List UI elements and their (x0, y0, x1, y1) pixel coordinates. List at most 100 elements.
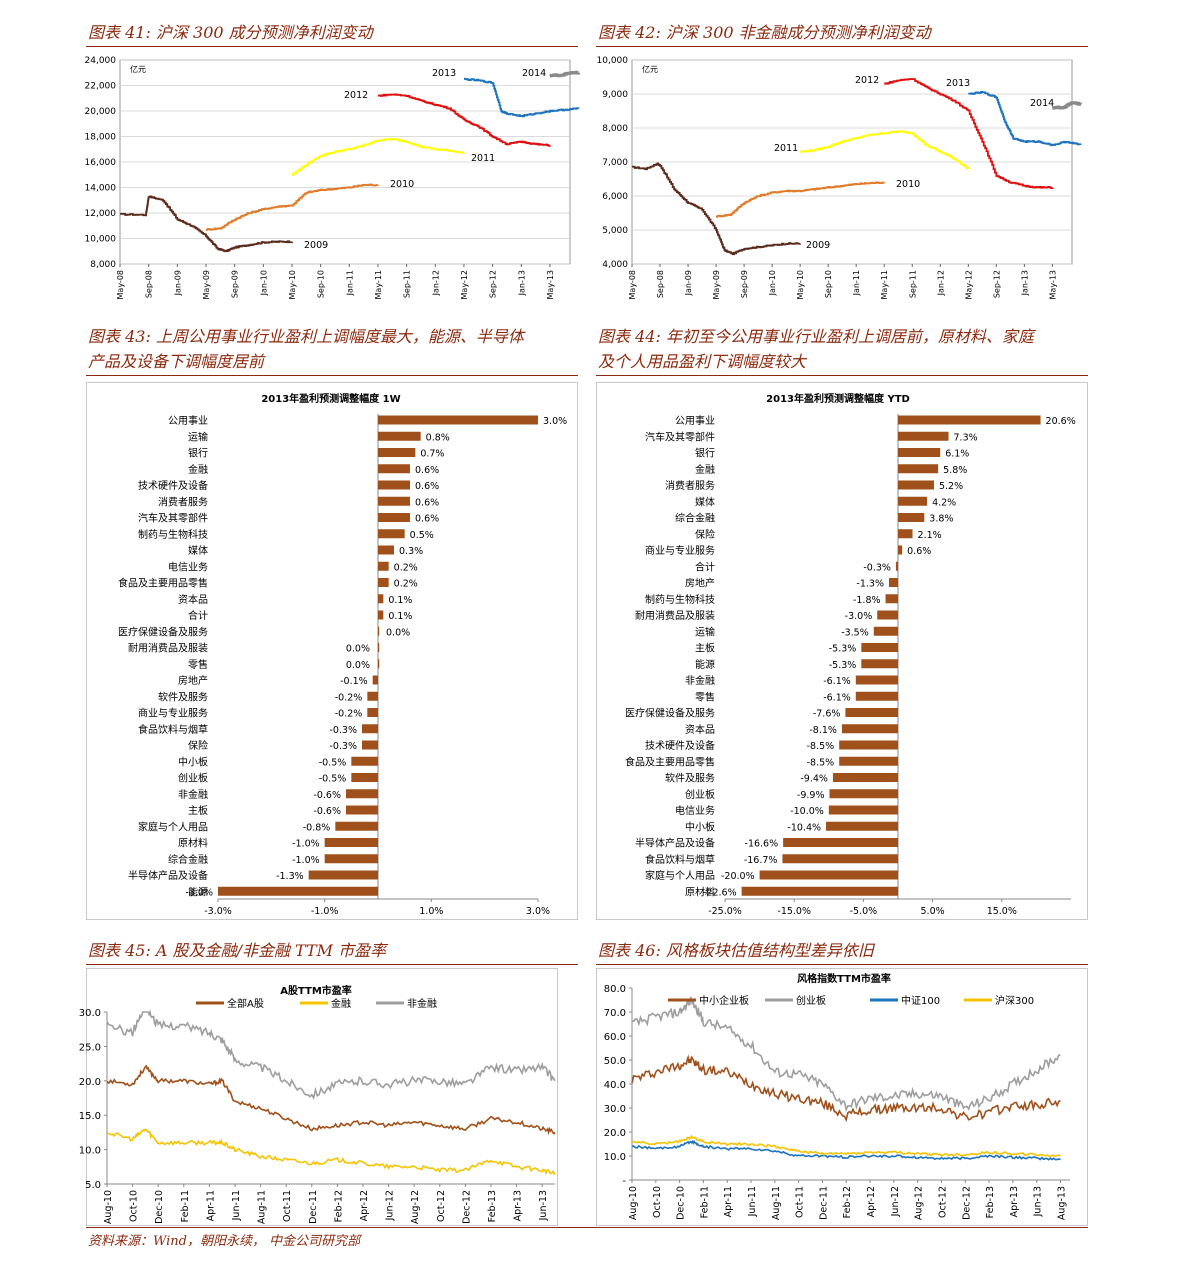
c43-bar (378, 626, 380, 636)
c41-ytick-label: 10,000 (85, 235, 117, 245)
c44-value-label: -10.4% (787, 822, 821, 833)
c45-xtick-label: Aug-12 (410, 1190, 421, 1224)
c46-xtick-label: Dec-11 (818, 1186, 829, 1220)
c41-ytick-label: 12,000 (85, 209, 117, 219)
c42-series-label: 2009 (806, 240, 830, 251)
c46-xtick-label: Aug-13 (1056, 1186, 1067, 1220)
c44-bar (861, 659, 898, 669)
c45-legend-label: 非金融 (407, 997, 437, 1010)
c44-value-label: -5.3% (829, 644, 857, 655)
title-43-line2: 产品及设备下调幅度居前 (88, 352, 265, 371)
c44-value-label: 7.3% (954, 432, 978, 443)
c43-bar (378, 496, 410, 506)
c46-series-0 (631, 1054, 1061, 1123)
c42-xtick-label: Sep-10 (824, 270, 833, 298)
c46-xtick-label: Aug-10 (628, 1186, 639, 1220)
c44-category-label: 电信业务 (675, 804, 715, 817)
c44-bar (759, 870, 898, 880)
c43-category-label: 电信业务 (168, 560, 208, 573)
c44-category-label: 房地产 (685, 577, 715, 590)
c43-category-label: 综合金融 (168, 853, 208, 866)
c44-bar (885, 594, 898, 604)
c41-series-2009 (120, 195, 293, 253)
c43-value-label: 0.0% (346, 644, 370, 655)
c44-bar (877, 610, 898, 620)
c42-xtick-label: Jan-12 (936, 270, 945, 296)
c44-bar (829, 789, 898, 799)
c43-category-label: 原材料 (178, 837, 208, 850)
c46-legend-label: 创业板 (796, 994, 826, 1007)
c43-value-label: -0.3% (329, 725, 357, 736)
c41-xtick-label: Sep-10 (317, 270, 326, 298)
c45-xtick-label: Jun-11 (231, 1190, 242, 1221)
frame-46 (596, 968, 1088, 1226)
c45-xtick-label: Oct-12 (436, 1190, 447, 1222)
c43-value-label: 3.0% (543, 416, 567, 427)
c42-ytick-label: 9,000 (602, 90, 628, 100)
c43-category-label: 零售 (188, 658, 208, 671)
c44-bar (898, 529, 913, 539)
c43-xtick-label: 3.0% (526, 906, 550, 917)
c44-value-label: -1.3% (856, 579, 884, 590)
c43-bar (367, 708, 378, 717)
c43-value-label: -0.2% (335, 692, 363, 703)
c43-category-label: 制药与生物科技 (138, 528, 208, 541)
c43-value-label: -0.1% (340, 676, 368, 687)
title-42: 图表 42: 沪深 300 非金融成分预测净利润变动 (598, 23, 931, 42)
c46-ytick-label: 20.0 (604, 1128, 626, 1139)
c46-xtick-label: Oct-10 (652, 1186, 663, 1218)
c43-bar (346, 805, 378, 815)
c43-value-label: -0.6% (313, 806, 341, 817)
c44-value-label: -10.0% (790, 806, 824, 817)
c41-series-2011 (291, 137, 465, 176)
title-rule-42 (596, 46, 1088, 47)
c46-xtick-label: Oct-11 (795, 1186, 806, 1218)
c43-category-label: 中小板 (178, 755, 208, 768)
c44-value-label: -20.0% (721, 871, 755, 882)
c43-category-label: 创业板 (178, 772, 208, 785)
c44-category-label: 食品饮料与烟草 (645, 853, 715, 866)
c46-xtick-label: Jun-13 (1033, 1186, 1044, 1217)
c45-title: A股TTM市盈率 (280, 984, 352, 997)
c41-ytick-label: 16,000 (85, 158, 117, 168)
c44-bar (898, 480, 934, 490)
c44-category-label: 保险 (695, 528, 715, 541)
c44-bar (898, 464, 939, 474)
c42-xtick-label: Jan-13 (1020, 270, 1029, 296)
c44-category-label: 软件及服务 (665, 772, 715, 785)
c41-series-2010 (205, 183, 379, 231)
c44-value-label: 20.6% (1046, 416, 1076, 427)
c42-xtick-label: Sep-11 (908, 270, 917, 298)
c43-category-label: 公用事业 (168, 414, 208, 427)
c45-ytick-label: 5.0 (85, 1180, 101, 1191)
c44-category-label: 中小板 (685, 820, 715, 833)
c42-series-2014 (1052, 101, 1082, 110)
c44-category-label: 食品及主要用品零售 (625, 755, 715, 768)
c41-xtick-label: May-12 (460, 270, 469, 299)
c43-bar (351, 773, 378, 782)
c43-bar (378, 529, 405, 539)
c44-value-label: -7.6% (813, 709, 841, 720)
c44-bar (898, 496, 928, 506)
c45-ytick-label: 20.0 (79, 1077, 101, 1088)
c41-ylabel: 亿元 (130, 64, 146, 74)
c41-series-label: 2010 (390, 179, 414, 190)
c44-value-label: -16.7% (744, 855, 778, 866)
c44-bar (841, 724, 898, 734)
c42-ytick-label: 10,000 (597, 56, 629, 66)
title-rule-46 (596, 964, 1088, 965)
c41-series-label: 2012 (344, 90, 368, 101)
c43-value-label: 0.1% (388, 611, 412, 622)
c41-series-2013 (463, 77, 580, 118)
c46-xtick-label: Apr-12 (866, 1186, 877, 1217)
c41-ytick-label: 20,000 (85, 107, 117, 117)
c43-category-label: 媒体 (188, 545, 208, 557)
source-rule (86, 1227, 1088, 1228)
c45-xtick-label: Feb-13 (487, 1190, 498, 1222)
c43-category-label: 商业与专业服务 (138, 707, 208, 720)
c45-series-2 (106, 1009, 556, 1101)
title-45: 图表 45: A 股及金融/非金融 TTM 市盈率 (88, 941, 387, 960)
c41-xtick-label: May-09 (202, 270, 211, 299)
c43-bar (378, 594, 384, 604)
